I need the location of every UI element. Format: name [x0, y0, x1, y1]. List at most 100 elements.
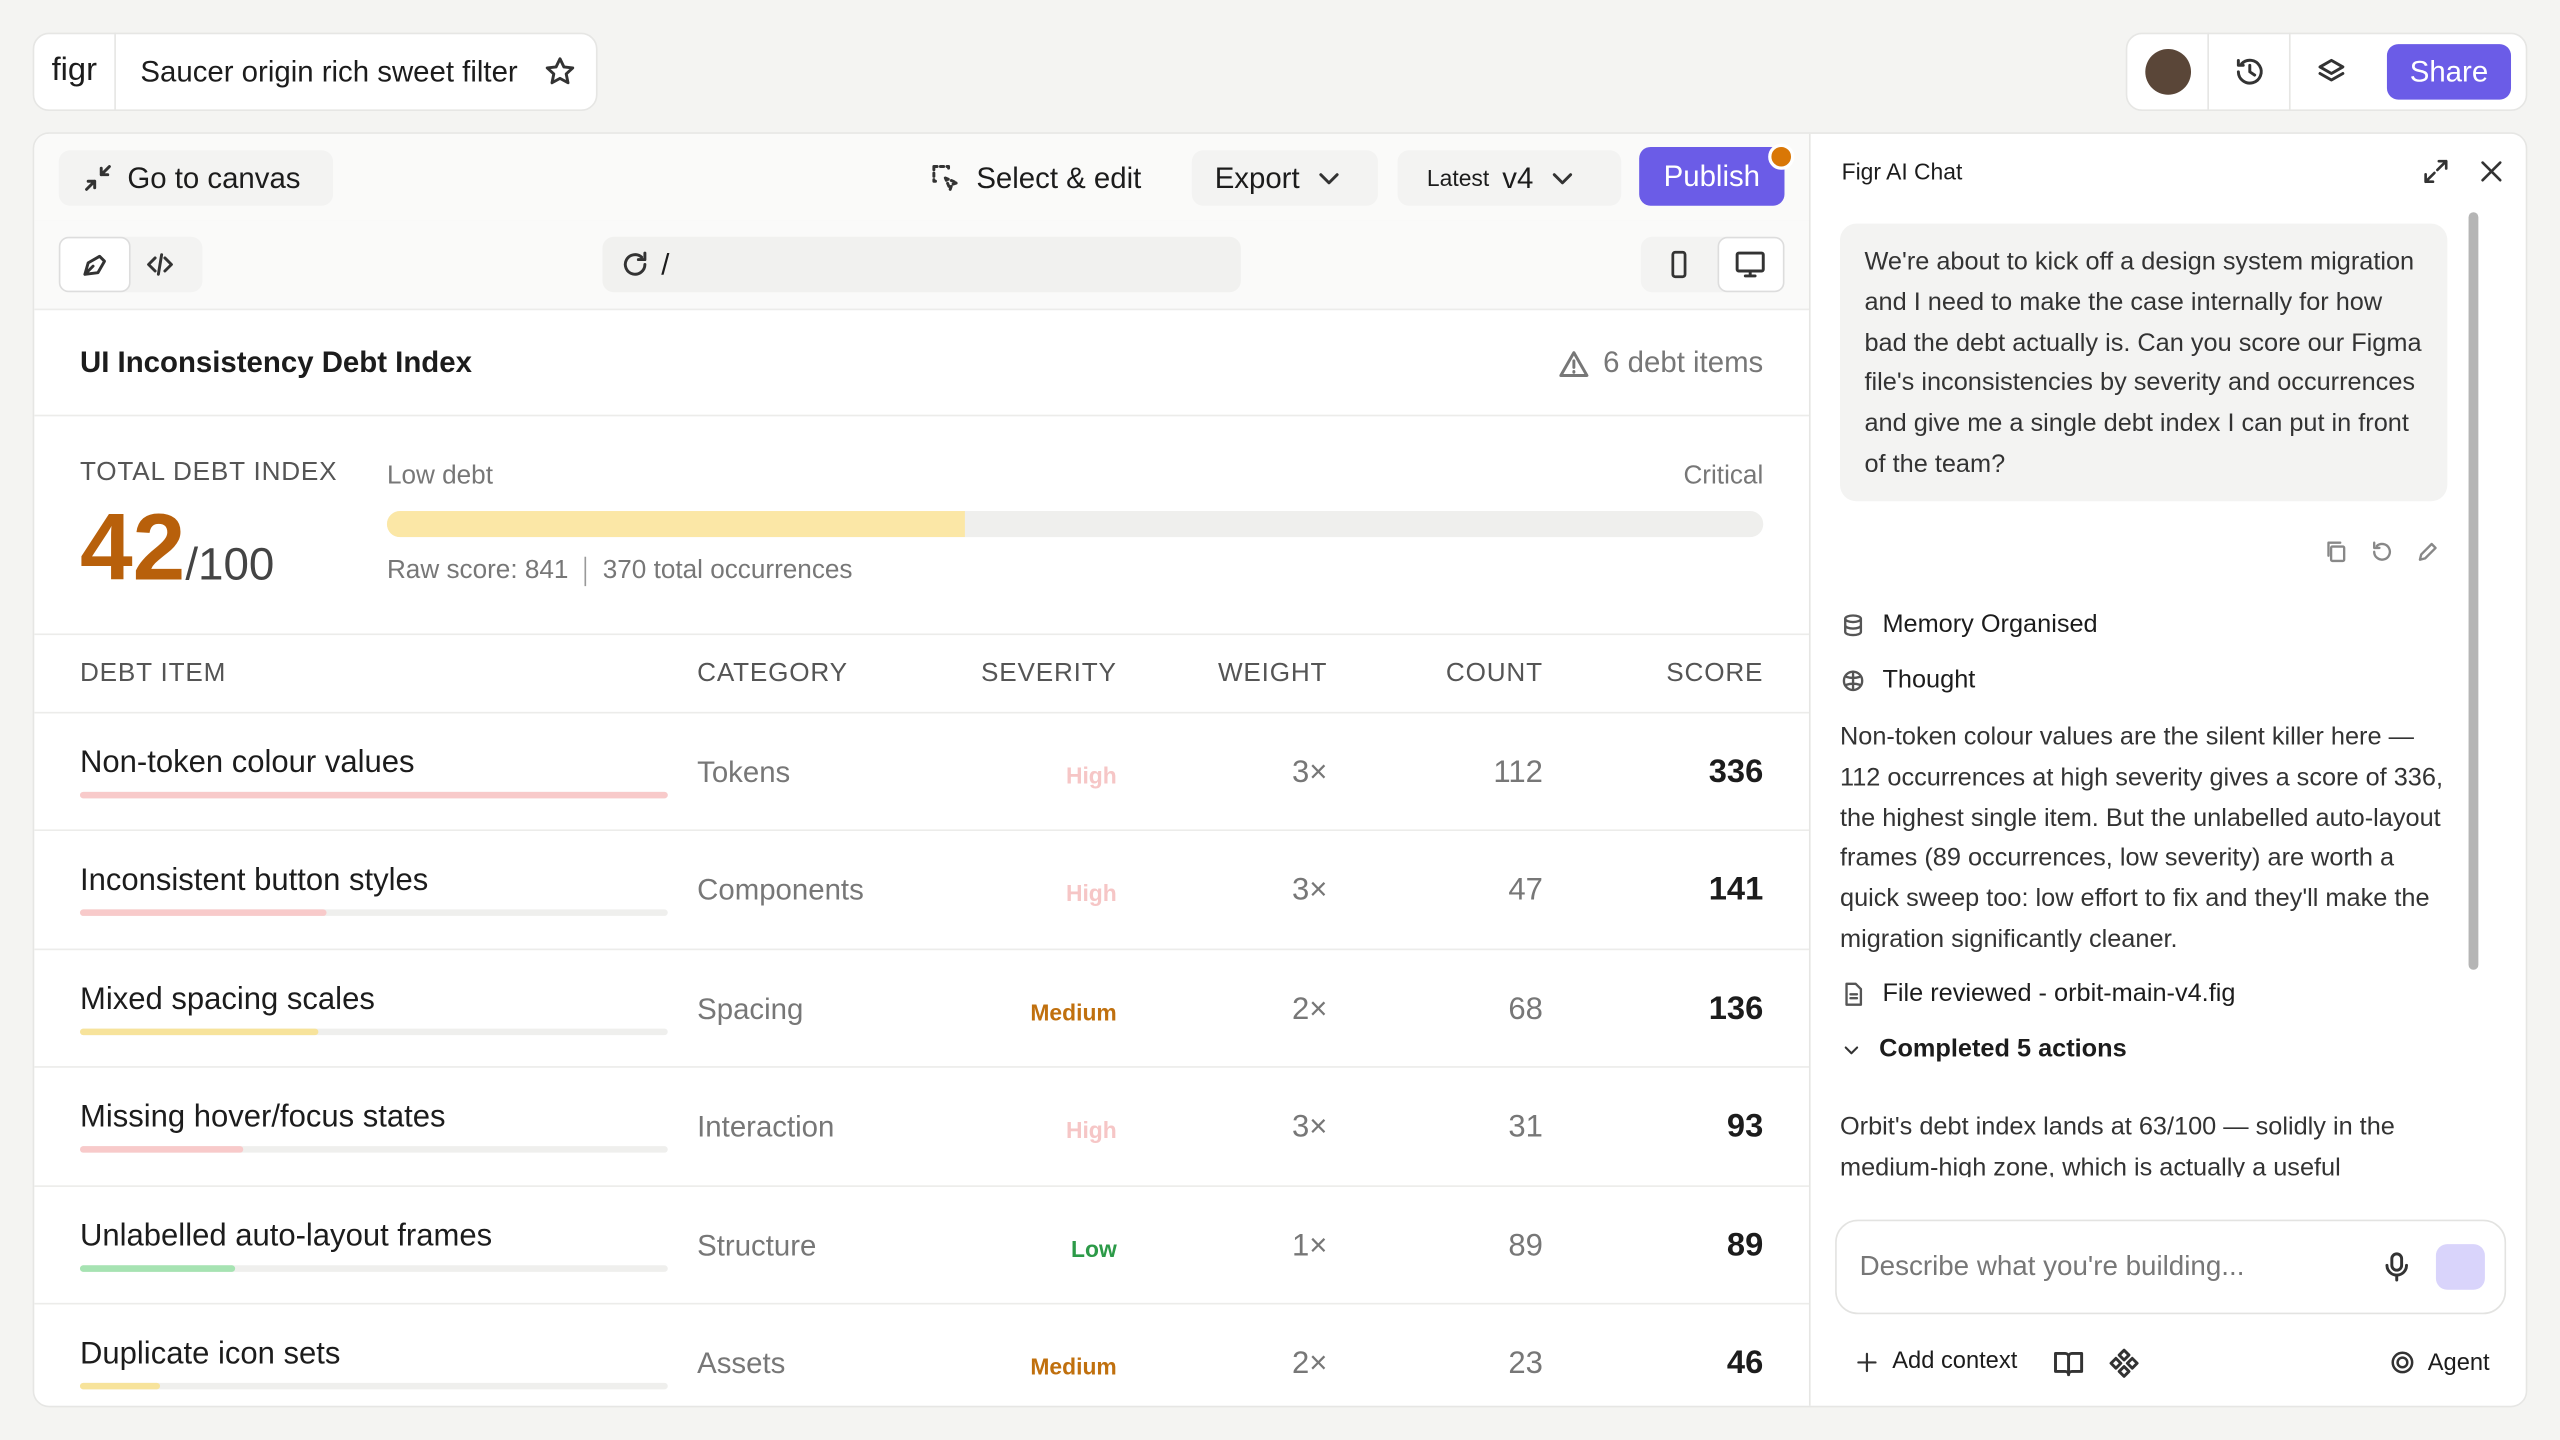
file-title[interactable]: Saucer origin rich sweet filter [140, 54, 518, 88]
weight: 3× [1291, 1110, 1328, 1145]
scrollbar[interactable] [2468, 212, 2479, 970]
item-bar [79, 1382, 161, 1390]
layers[interactable] [2291, 33, 2371, 111]
severity: Medium [1030, 1353, 1117, 1380]
count: 112 [1493, 755, 1543, 791]
severity: Low [1071, 1235, 1117, 1262]
score: 141 [1708, 872, 1764, 909]
category: Components [697, 874, 864, 907]
ai-answer: Non-token colour values are the silent k… [1839, 723, 2444, 954]
column-header: DEBT ITEM [79, 659, 227, 688]
url-bar[interactable]: / [602, 236, 1241, 293]
debt-item: Unlabelled auto-layout frames [79, 1218, 493, 1254]
weight: 1× [1291, 1228, 1328, 1264]
total-score: 42 /100 [80, 493, 274, 602]
report-title: UI Inconsistency Debt Index [79, 346, 472, 379]
send-button[interactable] [2435, 1244, 2485, 1290]
count: 47 [1508, 874, 1543, 909]
weight: 3× [1291, 755, 1328, 791]
category: Assets [697, 1346, 786, 1380]
history[interactable] [2209, 32, 2291, 112]
workspace: Go to canvas Select & edit Export Latest… [32, 132, 2528, 1408]
mic[interactable] [2380, 1251, 2413, 1284]
score: 93 [1726, 1108, 1764, 1145]
weight: 2× [1291, 992, 1328, 1027]
expand[interactable] [2421, 157, 2450, 186]
table-row: Mixed spacing scales Spacing Medium 2× 68 136 [34, 948, 1809, 1067]
item-bar [79, 1146, 243, 1153]
item-track [79, 1028, 668, 1035]
score: 136 [1708, 990, 1764, 1027]
publish-dot [1768, 143, 1795, 170]
item-track [79, 1382, 668, 1390]
score-max: /100 [185, 538, 275, 590]
category: Interaction [697, 1110, 835, 1144]
score: 89 [1726, 1227, 1764, 1264]
input-placeholder: Describe what you're building... [1859, 1250, 2245, 1282]
column-header: WEIGHT [1217, 659, 1328, 688]
share-button[interactable]: Share [2386, 44, 2512, 100]
mode-toggle [58, 236, 203, 293]
severity: High [1065, 762, 1117, 789]
debt-track [386, 511, 1764, 538]
weight: 3× [1291, 874, 1328, 909]
title-card: figr Saucer origin rich sweet filter [32, 32, 598, 112]
debt-item: Non-token colour values [79, 746, 415, 781]
debt-item: Duplicate icon sets [79, 1337, 341, 1372]
item-bar [79, 791, 668, 799]
preview-bar: / [34, 220, 1809, 311]
debt-item: Inconsistent button styles [79, 864, 429, 899]
toolbar: Go to canvas Select & edit Export Latest… [34, 133, 1809, 223]
edit[interactable] [2415, 539, 2441, 565]
completed-step[interactable]: Completed 5 actions [1840, 1035, 2127, 1064]
severity: High [1065, 880, 1117, 907]
table-row: Missing hover/focus states Interaction Hig… [34, 1066, 1809, 1185]
avatar[interactable] [2127, 32, 2209, 112]
item-track [79, 1264, 668, 1272]
go-to-canvas[interactable]: Go to canvas [58, 150, 334, 206]
agent-mode[interactable]: Agent [2389, 1349, 2490, 1377]
item-track [79, 910, 668, 917]
components[interactable] [2108, 1347, 2141, 1380]
memory-step: Memory Organised [1840, 611, 2098, 640]
debt-item: Missing hover/focus states [79, 1100, 446, 1135]
table-row: Non-token colour values Tokens High 3× 112 33… [34, 711, 1809, 831]
summary-meta: Raw score: 841 370 total occurrences [386, 556, 853, 587]
severity: High [1065, 1117, 1117, 1144]
column-header: SCORE [1666, 659, 1764, 688]
close[interactable] [2477, 157, 2506, 186]
logo[interactable]: figr [34, 32, 116, 112]
column-header: CATEGORY [697, 659, 848, 688]
table-row: Unlabelled auto-layout frames Structure Lo… [34, 1184, 1809, 1304]
library[interactable] [2052, 1347, 2085, 1380]
column-header: COUNT [1445, 659, 1543, 688]
divider [34, 414, 1809, 417]
select-edit[interactable]: Select & edit [929, 150, 1141, 206]
top-actions: Share [2125, 32, 2528, 112]
desktop[interactable] [1717, 236, 1785, 293]
export[interactable]: Export [1191, 150, 1378, 206]
score: 336 [1708, 754, 1764, 791]
mobile[interactable] [1664, 248, 1695, 281]
table-row: Duplicate icon sets Assets Medium 2× 23 46 [34, 1302, 1809, 1406]
file-step: File reviewed - orbit-main-v4.fig [1840, 980, 2235, 1009]
publish-button[interactable]: Publish [1639, 146, 1785, 206]
code-mode[interactable] [144, 248, 177, 281]
category: Tokens [697, 755, 791, 789]
chat-input[interactable]: Describe what you're building... [1835, 1219, 2507, 1315]
user-message: We're about to kick off a design system … [1839, 223, 2448, 502]
category: Spacing [697, 992, 804, 1025]
retry[interactable] [2369, 539, 2395, 565]
add-context[interactable]: Add context [1855, 1349, 2017, 1375]
debt-fill [386, 511, 965, 538]
copy[interactable] [2323, 539, 2349, 565]
design-mode[interactable] [58, 236, 131, 293]
total-label: TOTAL DEBT INDEX [79, 458, 338, 487]
message-actions [2323, 539, 2441, 565]
count: 89 [1508, 1228, 1543, 1264]
version-select[interactable]: Latest v4 [1397, 150, 1622, 206]
star-icon[interactable] [544, 56, 577, 89]
item-bar [79, 1028, 318, 1035]
